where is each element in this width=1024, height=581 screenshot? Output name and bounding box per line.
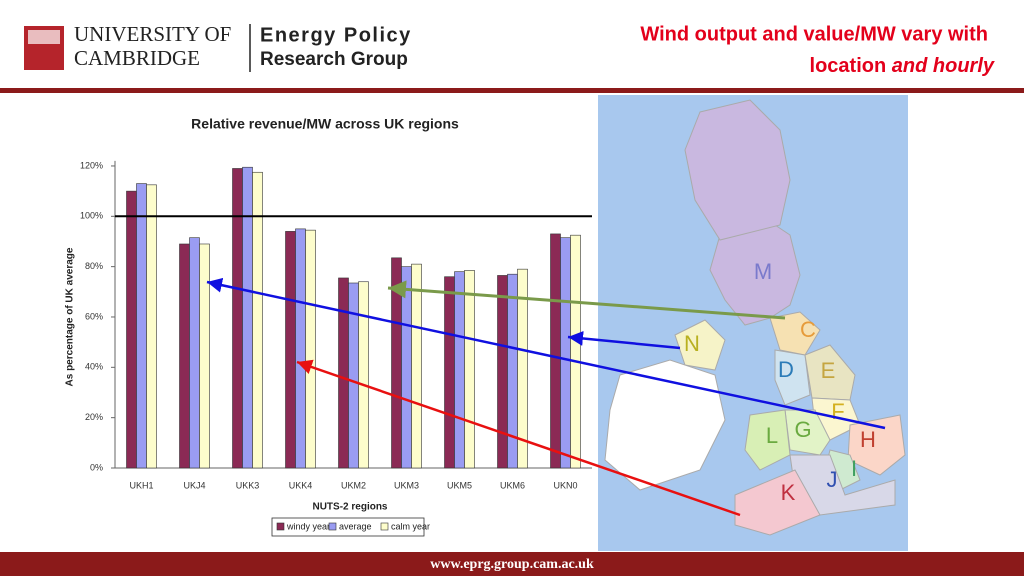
y-tick-label: 20% <box>85 412 103 422</box>
bar <box>411 263 422 469</box>
slide-title-part: and hourly <box>892 55 995 77</box>
university-name: CAMBRIDGE <box>74 46 200 70</box>
bar <box>550 233 561 469</box>
group-name: Energy Policy <box>260 24 412 46</box>
university-name: UNIVERSITY OF <box>74 22 231 46</box>
arrow <box>567 331 681 350</box>
chart-title: Relative revenue/MW across UK regions <box>191 116 459 132</box>
bar <box>136 183 147 469</box>
map: M C D E N F G L H I J K <box>598 95 908 551</box>
y-tick-label: 80% <box>85 261 103 271</box>
bar <box>348 282 359 469</box>
bar <box>305 229 316 469</box>
legend-label: average <box>339 521 372 531</box>
x-tick-label: UKH1 <box>129 480 153 490</box>
bar <box>126 190 137 469</box>
legend-box <box>271 517 425 537</box>
bar <box>285 231 296 469</box>
x-tick-label: UKM2 <box>341 480 366 490</box>
bar <box>358 281 369 469</box>
region-label: M <box>754 259 772 284</box>
x-tick-label: UKK3 <box>236 480 260 490</box>
y-tick-label: 60% <box>85 311 103 321</box>
region-e <box>804 344 856 401</box>
bar <box>338 277 349 469</box>
bar <box>179 243 190 469</box>
bar <box>295 228 306 469</box>
slide-title-part: location <box>810 55 887 77</box>
region-m <box>684 99 791 241</box>
legend-swatch <box>276 522 285 531</box>
bar <box>199 243 210 469</box>
region-label: E <box>821 358 836 383</box>
arrow <box>296 359 741 517</box>
region-d <box>774 349 811 406</box>
footer-url: www.eprg.group.cam.ac.uk <box>430 557 594 572</box>
x-tick-label: UKK4 <box>289 480 313 490</box>
x-tick-label: UKM3 <box>394 480 419 490</box>
legend-swatch <box>328 522 337 531</box>
slide-title: Wind output and value/MW vary with <box>640 23 988 45</box>
ireland <box>604 359 726 491</box>
region-k <box>734 469 821 536</box>
y-tick-label: 0% <box>90 462 103 472</box>
y-tick-label: 100% <box>80 211 103 221</box>
region-label: L <box>766 423 778 448</box>
region-label: C <box>800 317 816 342</box>
footer-band <box>0 552 1024 576</box>
bar <box>497 275 508 469</box>
region-label: J <box>827 467 838 492</box>
y-axis-label: As percentage of UK average <box>65 247 76 386</box>
bar <box>444 276 455 469</box>
legend-label: calm year <box>391 521 430 531</box>
region-label: G <box>794 417 811 442</box>
region-n <box>674 319 726 371</box>
region-labels: M C D E N F G L H I J K <box>684 259 876 505</box>
x-axis-label: NUTS-2 regions <box>312 502 387 513</box>
region-label: K <box>781 480 796 505</box>
bar <box>517 268 528 469</box>
x-tick-label: UKN0 <box>553 480 577 490</box>
bar <box>146 184 157 469</box>
header-rule <box>0 88 1024 93</box>
legend-swatch <box>380 522 389 531</box>
bar <box>401 266 412 469</box>
crest-band <box>28 30 60 44</box>
bar <box>570 234 581 469</box>
region-label: D <box>778 357 794 382</box>
bar <box>189 237 200 469</box>
region-label: H <box>860 427 876 452</box>
group-name: Research Group <box>260 49 408 70</box>
legend-label: windy year <box>286 521 330 531</box>
region-c <box>769 311 821 356</box>
bar <box>454 271 465 469</box>
x-tick-label: UKJ4 <box>183 480 205 490</box>
region-label: I <box>851 456 857 481</box>
x-tick-label: UKM5 <box>447 480 472 490</box>
region-label: N <box>684 331 700 356</box>
arrow <box>206 277 886 430</box>
bar <box>242 166 253 469</box>
x-tick-label: UKM6 <box>500 480 525 490</box>
y-tick-label: 120% <box>80 160 103 170</box>
bar <box>560 237 571 469</box>
chart: 0% 20% 40% 60% 80% 100% 120% UKH1 UKJ4 UKK3 UKK4 UK… <box>80 160 592 537</box>
region-l <box>744 409 791 471</box>
slide-title: location and hourly <box>810 55 995 77</box>
bar <box>464 270 475 469</box>
arrow <box>387 280 786 320</box>
y-tick-label: 40% <box>85 362 103 372</box>
bar <box>252 171 263 469</box>
bar <box>232 168 243 469</box>
